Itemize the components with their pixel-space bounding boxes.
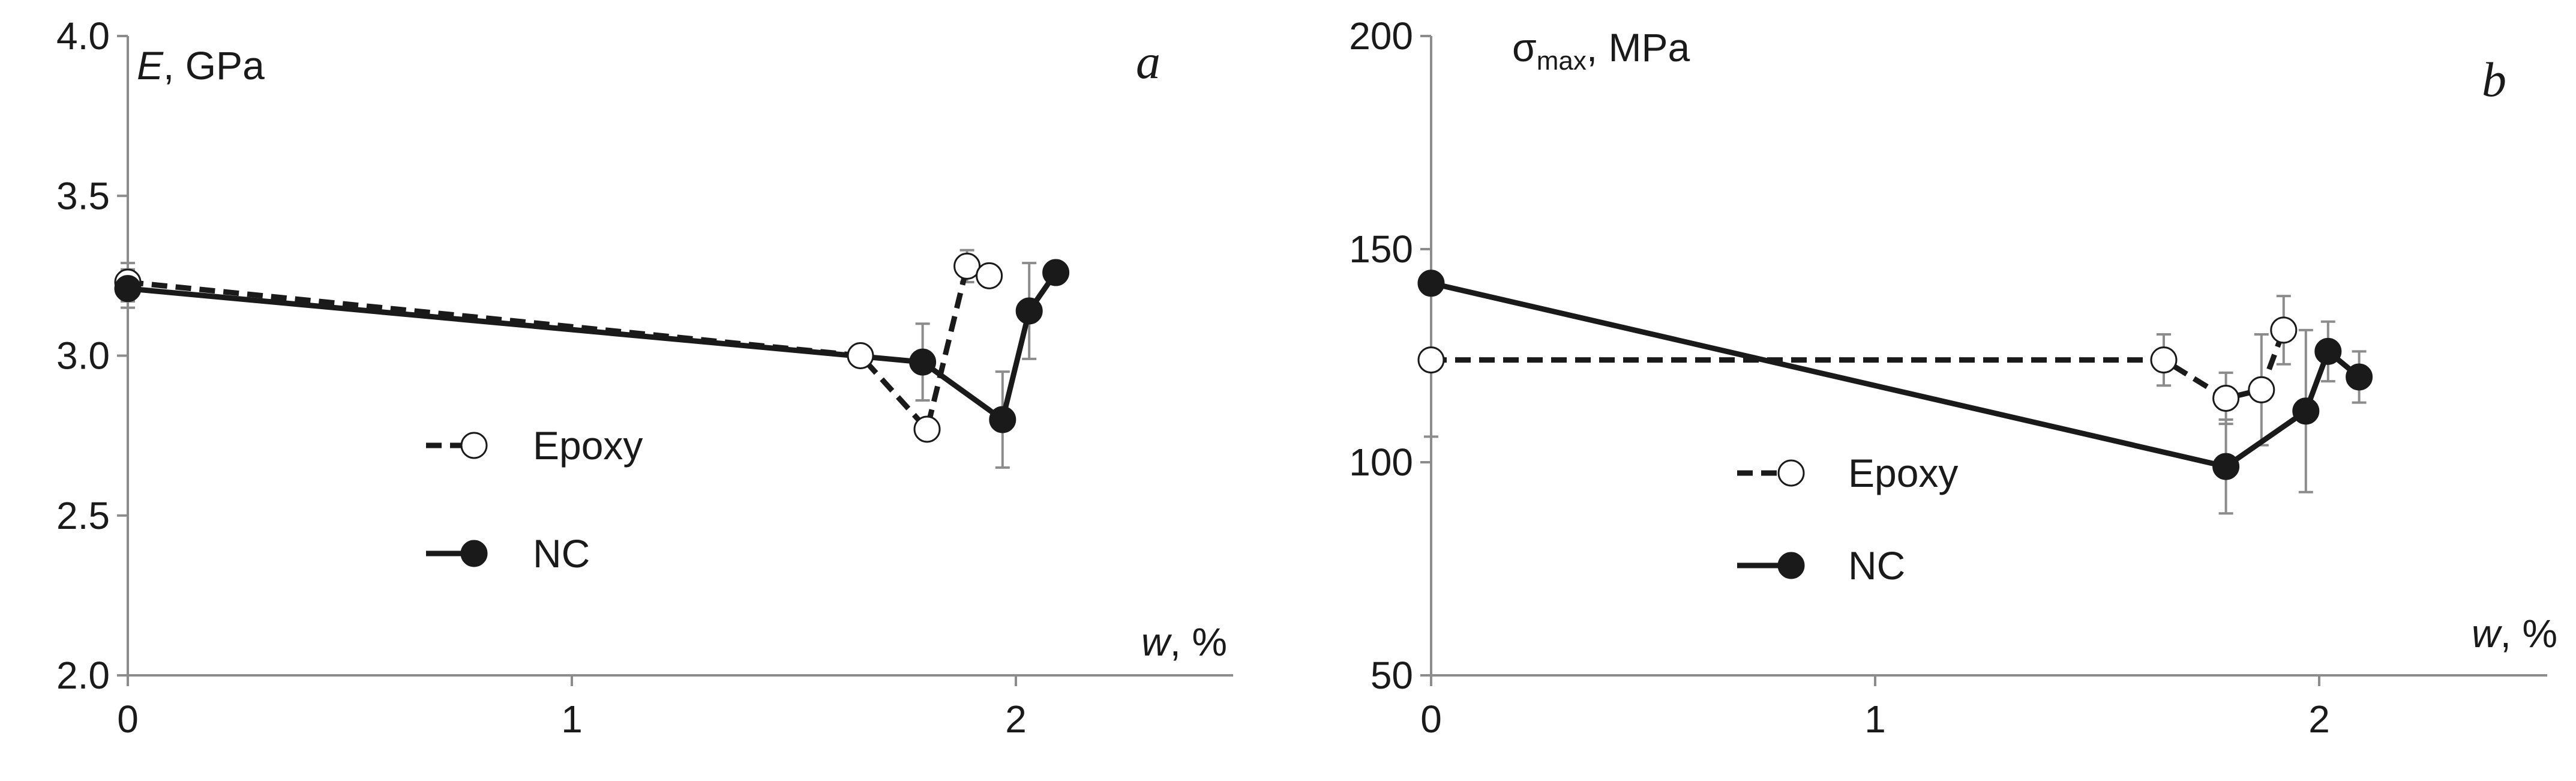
- legend: Epoxy NC: [1737, 451, 1958, 588]
- y-tick-label: 200: [1349, 14, 1413, 58]
- x-tick-label: 0: [117, 698, 139, 741]
- series-line-nc: [1430, 280, 2361, 469]
- data-point-epoxy: [976, 262, 1003, 289]
- x-axis-label: w, %: [2472, 611, 2557, 656]
- legend-nc-label: NC: [533, 531, 590, 576]
- legend-nc-label: NC: [1848, 543, 1905, 588]
- data-point-epoxy: [2270, 316, 2298, 344]
- data-point-epoxy: [913, 415, 941, 443]
- y-axis-unit: , MPa: [1587, 25, 1690, 70]
- series-line-nc: [127, 271, 1058, 423]
- y-axis-symbol: σ: [1512, 25, 1537, 70]
- x-tick-labels: 0 1 2: [1420, 675, 2330, 741]
- x-axis-symbol: w: [1141, 620, 1172, 664]
- data-point-nc: [989, 406, 1016, 433]
- x-tick-labels: 0 1 2: [117, 675, 1027, 741]
- chart-panel-a: 2.0 2.5 3.0 3.5 4.0 0 1 2 E, GPa w, % a Epoxy …: [56, 14, 1233, 741]
- y-tick-label: 4.0: [56, 14, 110, 58]
- y-tick-label: 3.0: [56, 334, 110, 378]
- y-tick-labels: 50 100 150 200: [1349, 14, 1431, 697]
- data-point-nc: [909, 348, 937, 376]
- x-tick-label: 1: [561, 698, 583, 741]
- x-axis-symbol: w: [2472, 611, 2503, 656]
- legend-nc-marker: [460, 540, 488, 567]
- panel-label: a: [1136, 34, 1160, 89]
- y-tick-label: 2.5: [56, 494, 110, 537]
- legend-epoxy-marker: [1777, 459, 1805, 487]
- legend-epoxy-label: Epoxy: [533, 423, 643, 468]
- legend-epoxy-label: Epoxy: [1848, 451, 1958, 495]
- y-axis-label: σmax, MPa: [1512, 25, 1690, 76]
- x-tick-label: 2: [2308, 698, 2330, 741]
- legend: Epoxy NC: [426, 423, 643, 576]
- data-point-nc: [1042, 259, 1070, 286]
- y-tick-label: 150: [1349, 228, 1413, 271]
- y-tick-label: 100: [1349, 441, 1413, 484]
- data-point-epoxy: [2248, 376, 2275, 403]
- data-point-nc: [2212, 453, 2240, 480]
- y-axis-unit: , GPa: [163, 43, 265, 88]
- data-point-nc: [2346, 363, 2373, 391]
- x-tick-label: 2: [1005, 698, 1027, 741]
- legend-nc-marker: [1777, 552, 1805, 579]
- x-tick-label: 0: [1420, 698, 1442, 741]
- plot-area: [114, 249, 1070, 469]
- data-point-nc: [2314, 337, 2342, 365]
- y-axis-label: E, GPa: [137, 43, 265, 88]
- y-tick-label: 2.0: [56, 654, 110, 697]
- data-point-nc: [1015, 297, 1043, 325]
- x-axis-label: w, %: [1141, 620, 1227, 664]
- data-point-nc: [2292, 397, 2320, 425]
- panel-label: b: [2482, 52, 2506, 107]
- y-tick-label: 3.5: [56, 174, 110, 217]
- data-point-epoxy: [847, 342, 874, 369]
- y-axis-symbol: E: [137, 43, 164, 88]
- data-point-epoxy: [953, 252, 981, 280]
- chart-panel-b: 50 100 150 200 0 1 2 σmax, MPa w, % b Epoxy N…: [1349, 14, 2557, 741]
- data-point-nc: [1417, 270, 1445, 297]
- legend-epoxy-marker: [460, 432, 488, 459]
- plot-area: [1417, 270, 2373, 515]
- data-point-epoxy: [2150, 346, 2178, 374]
- y-axis-subscript: max: [1537, 46, 1587, 76]
- x-tick-label: 1: [1864, 698, 1886, 741]
- data-point-epoxy: [2212, 385, 2240, 412]
- y-tick-label: 50: [1371, 654, 1413, 697]
- y-tick-labels: 2.0 2.5 3.0 3.5 4.0: [56, 14, 128, 697]
- x-axis-unit: , %: [2500, 611, 2557, 656]
- data-point-epoxy: [1417, 346, 1445, 374]
- x-axis-unit: , %: [1170, 620, 1227, 664]
- data-point-nc: [114, 275, 142, 303]
